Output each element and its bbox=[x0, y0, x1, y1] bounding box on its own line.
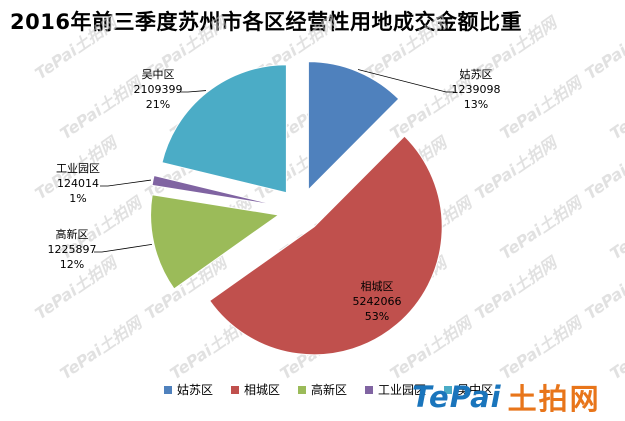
pie-slices bbox=[150, 61, 443, 356]
leader-line-4 bbox=[180, 90, 207, 93]
watermark-text: TePai土拍网 bbox=[496, 312, 587, 384]
watermark-text: TePai土拍网 bbox=[496, 72, 587, 144]
watermark-text: TePai土拍网 bbox=[31, 12, 122, 84]
label-value-2: 1225897 bbox=[48, 243, 97, 256]
watermark-text: TePai土拍网 bbox=[606, 312, 625, 384]
legend-swatch bbox=[231, 385, 240, 394]
pie-slice-4 bbox=[161, 64, 287, 194]
leader-line-2 bbox=[94, 244, 153, 253]
legend: 姑苏区 相城区 高新区 工业园区 吴中区 bbox=[164, 381, 493, 398]
label-percent-3: 1% bbox=[69, 192, 86, 205]
data-labels: 姑苏区 1239098 13% 相城区 5242066 53% 高新区 1225897 12% 工… bbox=[48, 68, 501, 323]
leader-lines bbox=[94, 69, 454, 253]
legend-swatch bbox=[365, 385, 374, 394]
label-value-1: 5242066 bbox=[353, 295, 402, 308]
watermark-text: TePai土拍网 bbox=[496, 192, 587, 264]
brand-logo-cn: 土拍网 bbox=[507, 382, 601, 416]
watermark-text: TePai土拍网 bbox=[361, 12, 452, 84]
legend-item: 高新区 bbox=[298, 381, 347, 398]
label-percent-2: 12% bbox=[60, 258, 84, 271]
legend-label: 相城区 bbox=[244, 383, 281, 397]
label-value-3: 124014 bbox=[57, 177, 99, 190]
pie-slice-0 bbox=[307, 61, 400, 191]
legend-label: 吴中区 bbox=[457, 383, 494, 397]
label-category-0: 姑苏区 bbox=[460, 68, 493, 81]
watermark-text: TePai土拍网 bbox=[471, 132, 562, 204]
brand-logo: TePai 土拍网 bbox=[412, 376, 601, 418]
pie-slice-3 bbox=[151, 174, 279, 207]
legend-label: 高新区 bbox=[311, 383, 348, 397]
label-category-4: 吴中区 bbox=[142, 68, 175, 81]
legend-swatch bbox=[164, 385, 172, 394]
legend-item: 相城区 bbox=[231, 381, 280, 398]
watermark-text: TePai土拍网 bbox=[471, 252, 562, 324]
label-category-3: 工业园区 bbox=[56, 162, 100, 175]
brand-logo-latin: TePai bbox=[412, 380, 502, 414]
watermark-text: TePai土拍网 bbox=[606, 192, 625, 264]
legend-swatch bbox=[298, 385, 307, 394]
watermark-text: TePai土拍网 bbox=[581, 12, 625, 84]
watermark-text: TePai土拍网 bbox=[606, 72, 625, 144]
label-percent-4: 21% bbox=[146, 98, 170, 111]
legend-label: 姑苏区 bbox=[177, 383, 214, 397]
watermark-text: TePai土拍网 bbox=[56, 312, 147, 384]
legend-label: 工业园区 bbox=[378, 383, 427, 397]
leader-line-0 bbox=[357, 69, 454, 93]
chart-title: 2016年前三季度苏州市各区经营性用地成交金额比重 bbox=[10, 10, 522, 34]
pie-slice-2 bbox=[150, 194, 280, 290]
pie-slice-1 bbox=[209, 135, 443, 356]
legend-item: 姑苏区 bbox=[164, 381, 213, 398]
label-value-0: 1239098 bbox=[452, 83, 501, 96]
label-category-1: 相城区 bbox=[361, 280, 394, 293]
label-percent-1: 53% bbox=[365, 310, 389, 323]
label-percent-0: 13% bbox=[464, 98, 488, 111]
leader-line-3 bbox=[100, 179, 152, 187]
label-value-4: 2109399 bbox=[134, 83, 183, 96]
legend-swatch bbox=[444, 385, 453, 394]
label-category-2: 高新区 bbox=[56, 227, 89, 241]
legend-item: 工业园区 bbox=[365, 381, 426, 398]
legend-item: 吴中区 bbox=[444, 381, 493, 398]
